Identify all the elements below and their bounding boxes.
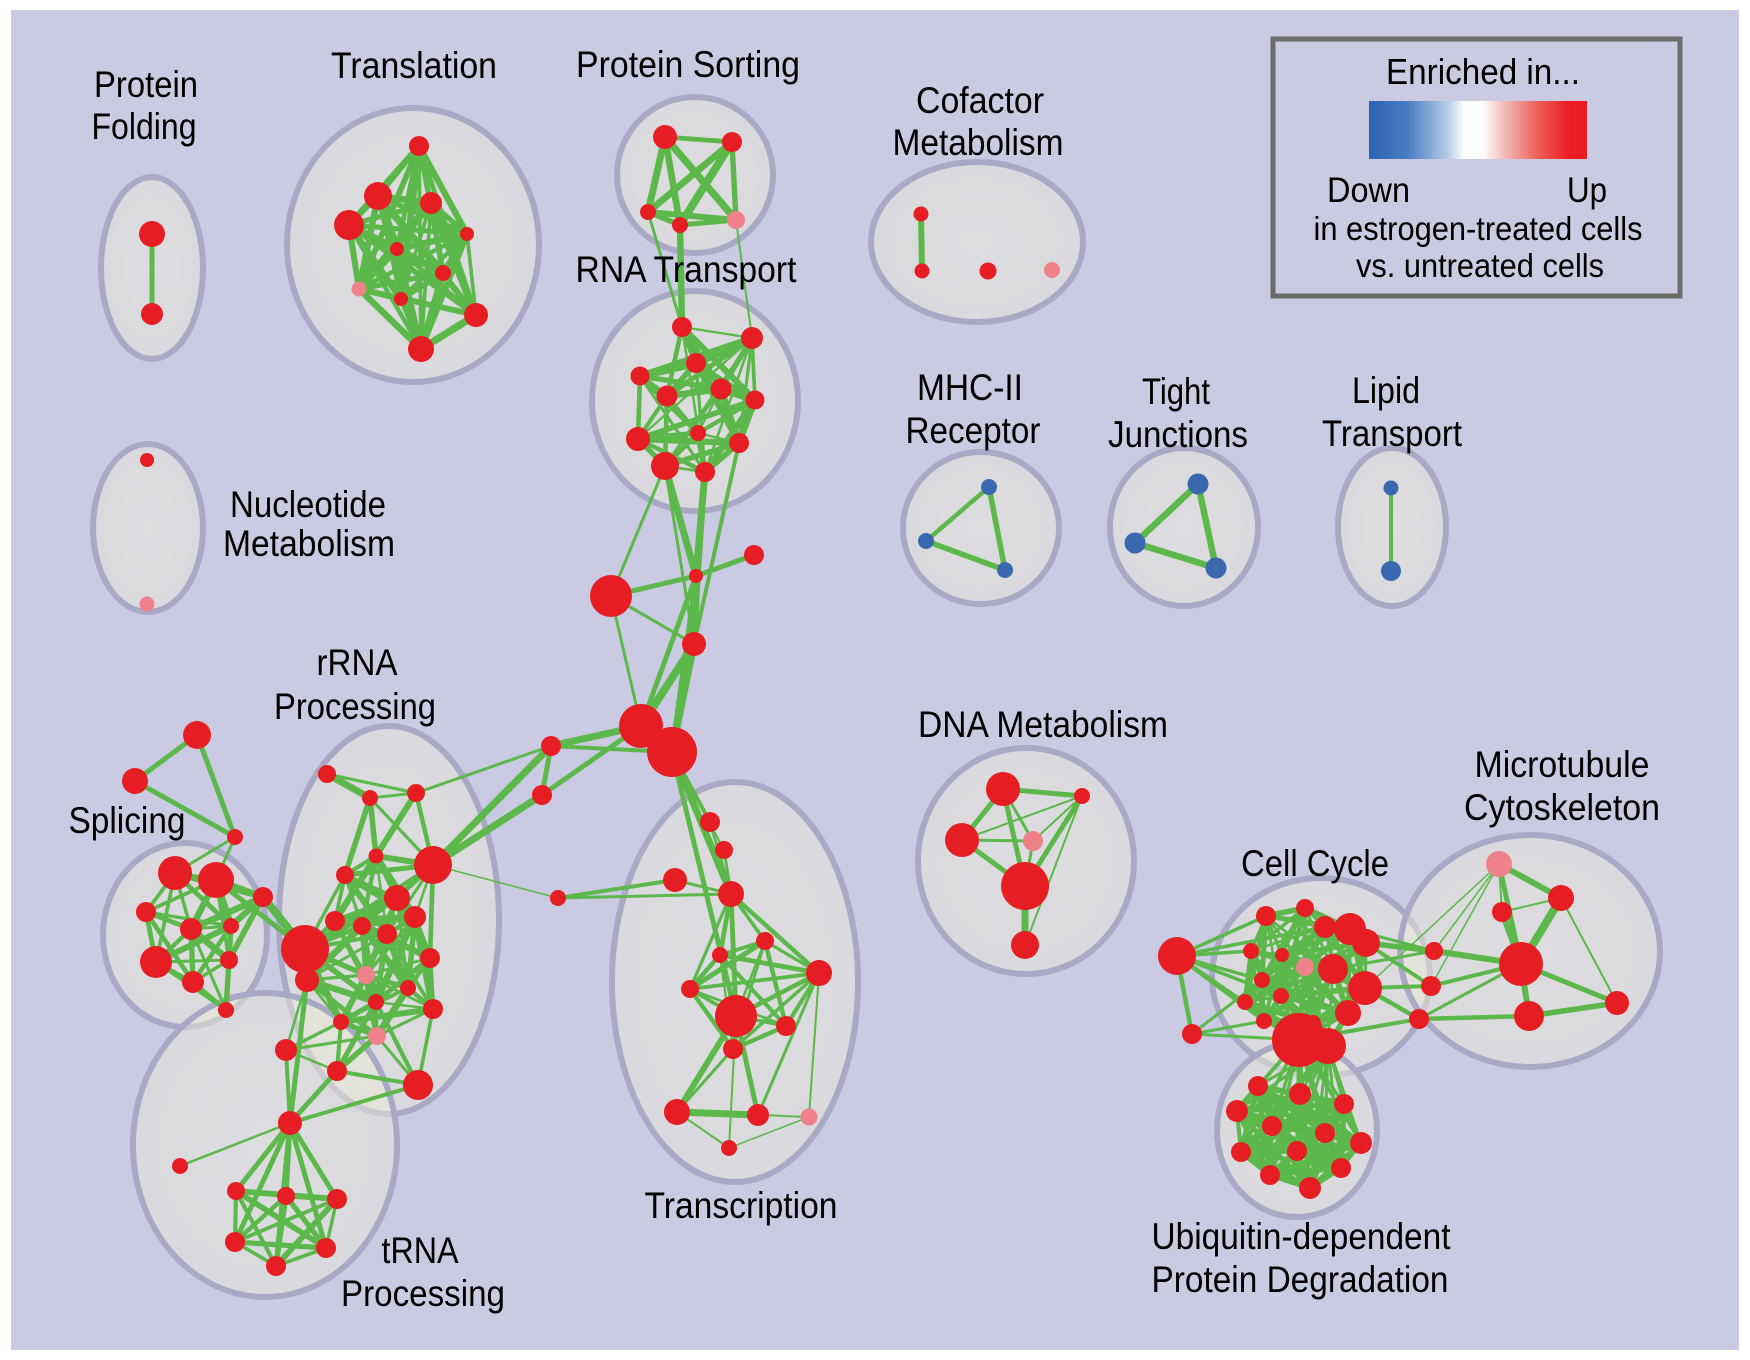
svg-text:Protein Sorting: Protein Sorting <box>576 44 800 85</box>
svg-text:rRNA: rRNA <box>317 642 398 683</box>
svg-text:Metabolism: Metabolism <box>223 523 395 564</box>
svg-text:Protein Degradation: Protein Degradation <box>1152 1259 1449 1300</box>
svg-text:Up: Up <box>1567 171 1607 210</box>
svg-text:tRNA: tRNA <box>382 1230 459 1271</box>
svg-text:Processing: Processing <box>341 1273 505 1314</box>
svg-text:Nucleotide: Nucleotide <box>230 484 386 525</box>
svg-text:Translation: Translation <box>331 45 497 86</box>
svg-text:Splicing: Splicing <box>69 800 186 841</box>
svg-text:MHC-II: MHC-II <box>917 367 1023 408</box>
svg-text:Transcription: Transcription <box>645 1185 838 1226</box>
svg-text:DNA Metabolism: DNA Metabolism <box>918 704 1168 745</box>
svg-text:Lipid: Lipid <box>1352 370 1420 411</box>
svg-text:Metabolism: Metabolism <box>893 122 1064 163</box>
svg-text:Protein: Protein <box>94 64 198 105</box>
svg-text:Cell Cycle: Cell Cycle <box>1241 843 1389 884</box>
svg-text:Cytoskeleton: Cytoskeleton <box>1464 787 1660 828</box>
svg-text:Transport: Transport <box>1322 413 1463 454</box>
svg-text:Down: Down <box>1327 171 1410 210</box>
svg-text:Folding: Folding <box>92 106 197 147</box>
svg-text:Processing: Processing <box>274 686 436 727</box>
svg-text:Receptor: Receptor <box>906 410 1041 451</box>
svg-text:in estrogen-treated cells: in estrogen-treated cells <box>1314 210 1643 247</box>
svg-text:Tight: Tight <box>1142 371 1211 412</box>
svg-text:Cofactor: Cofactor <box>916 80 1044 121</box>
svg-text:Ubiquitin-dependent: Ubiquitin-dependent <box>1152 1216 1452 1257</box>
svg-text:vs. untreated cells: vs. untreated cells <box>1356 247 1604 284</box>
svg-text:RNA Transport: RNA Transport <box>576 249 798 290</box>
svg-text:Microtubule: Microtubule <box>1475 744 1650 785</box>
svg-text:Enriched in...: Enriched in... <box>1386 51 1580 92</box>
svg-text:Junctions: Junctions <box>1108 414 1248 455</box>
